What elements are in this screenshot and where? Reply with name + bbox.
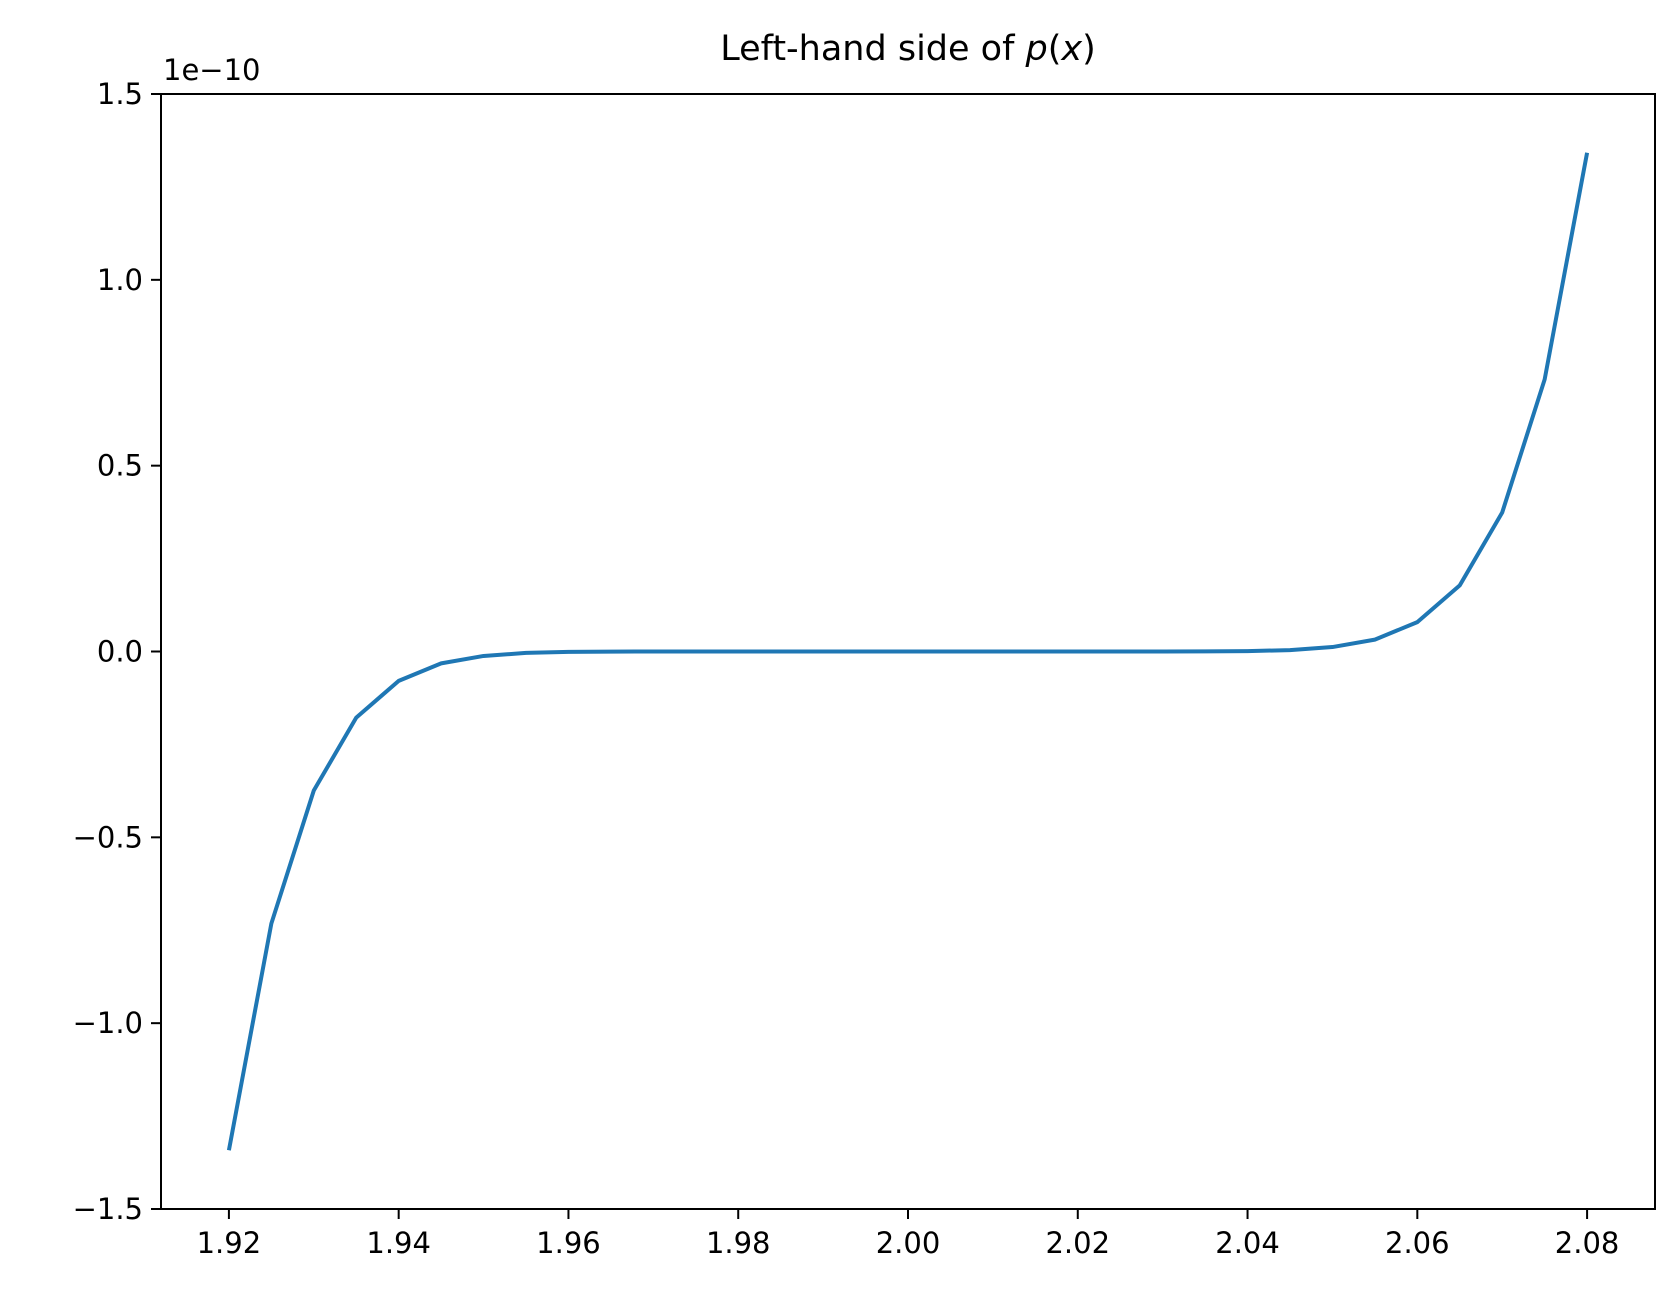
- y-tick-label: 0.0: [97, 635, 143, 669]
- y-tick-label: 1.5: [97, 77, 143, 111]
- y-axis-offset-label: 1e−10: [163, 53, 261, 87]
- x-tick-label: 2.08: [1555, 1226, 1620, 1260]
- title-open-paren: (: [1048, 29, 1062, 69]
- x-tick-label: 1.98: [706, 1226, 771, 1260]
- x-tick-label: 2.06: [1385, 1226, 1450, 1260]
- series-line-0: [226, 152, 1590, 1151]
- y-tick-label: −1.5: [73, 1192, 143, 1226]
- x-tick-label: 1.96: [536, 1226, 601, 1260]
- title-prefix: Left-hand side of: [720, 29, 1025, 69]
- y-tick-label: 0.5: [97, 449, 143, 483]
- x-tick-label: 1.92: [197, 1226, 262, 1260]
- title-variable: x: [1060, 29, 1082, 69]
- x-tick-label: 2.00: [876, 1226, 941, 1260]
- title-function: p: [1025, 29, 1048, 69]
- series-layer: [226, 152, 1590, 1151]
- x-tick-label: 1.94: [366, 1226, 431, 1260]
- y-tick-label: −0.5: [73, 820, 143, 854]
- chart-title: Left-hand side of p(x): [720, 29, 1096, 69]
- title-close-paren: ): [1082, 29, 1096, 69]
- y-tick-label: 1.0: [97, 263, 143, 297]
- x-axis: 1.92 1.94 1.96 1.98 2.00 2.02 2.04 2.06 2.08: [197, 1209, 1620, 1260]
- x-tick-label: 2.04: [1215, 1226, 1280, 1260]
- y-axis: −1.5 −1.0 −0.5 0.0 0.5 1.0 1.5: [73, 77, 161, 1226]
- y-tick-label: −1.0: [73, 1006, 143, 1040]
- x-tick-label: 2.02: [1045, 1226, 1110, 1260]
